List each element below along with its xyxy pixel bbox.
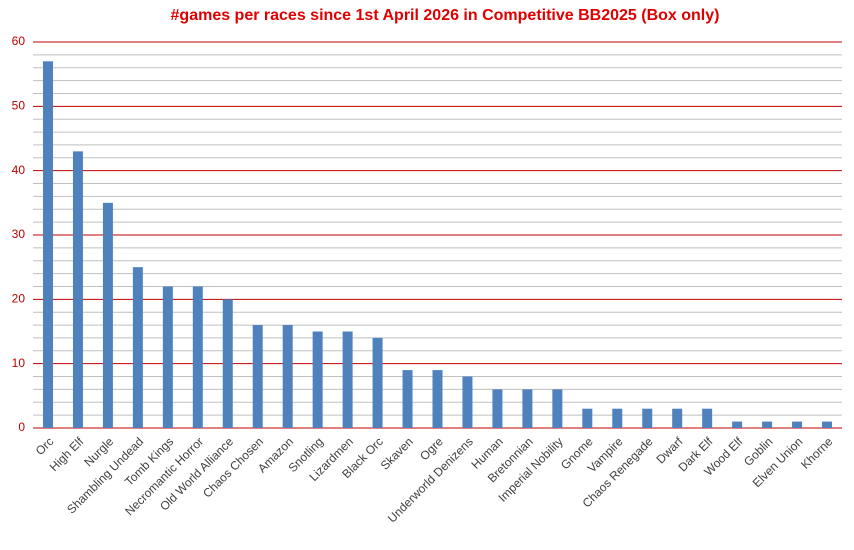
bar bbox=[432, 370, 443, 428]
bar bbox=[642, 408, 653, 428]
y-tick-label: 10 bbox=[12, 356, 26, 370]
bar bbox=[822, 421, 833, 428]
bar bbox=[492, 389, 503, 428]
bar bbox=[372, 337, 383, 428]
bar bbox=[42, 61, 53, 429]
bar bbox=[612, 408, 623, 428]
y-tick-label: 0 bbox=[18, 420, 25, 434]
bar bbox=[762, 421, 773, 428]
bar bbox=[312, 331, 323, 428]
bar bbox=[732, 421, 743, 428]
x-tick-label: High Elf bbox=[47, 434, 87, 474]
bar bbox=[192, 286, 203, 428]
y-tick-label: 60 bbox=[12, 34, 26, 48]
chart-title: #games per races since 1st April 2026 in… bbox=[171, 7, 720, 24]
bar bbox=[72, 151, 83, 428]
bar bbox=[342, 331, 353, 428]
y-tick-label: 40 bbox=[12, 163, 26, 177]
bar bbox=[582, 408, 593, 428]
bar bbox=[132, 267, 143, 428]
bar bbox=[672, 408, 683, 428]
y-tick-label: 30 bbox=[12, 227, 26, 241]
y-tick-label: 50 bbox=[12, 99, 26, 113]
bar bbox=[792, 421, 803, 428]
bar bbox=[402, 370, 413, 428]
bar bbox=[552, 389, 563, 428]
bar bbox=[702, 408, 713, 428]
y-tick-label: 20 bbox=[12, 292, 26, 306]
bar bbox=[462, 376, 473, 428]
bar bbox=[162, 286, 173, 428]
bar bbox=[282, 325, 293, 428]
bar bbox=[522, 389, 533, 428]
bar bbox=[102, 202, 113, 428]
x-tick-label: Skaven bbox=[378, 434, 416, 472]
bar bbox=[222, 299, 233, 428]
x-tick-label: Khorne bbox=[798, 434, 835, 471]
x-tick-label: Orc bbox=[33, 434, 57, 458]
bar bbox=[252, 325, 263, 428]
